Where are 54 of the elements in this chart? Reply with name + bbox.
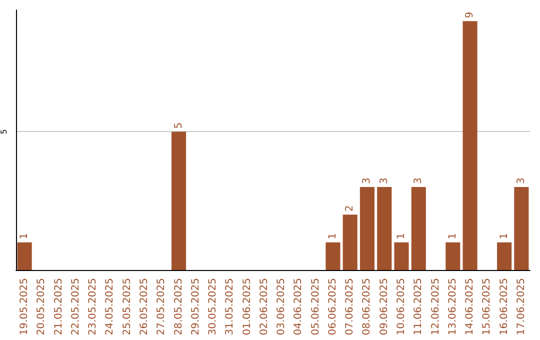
data-label: 9 — [464, 12, 476, 18]
x-tick-label: 08.06.2025 — [362, 278, 373, 336]
x-tick-label: 21.05.2025 — [53, 278, 64, 336]
data-label: 2 — [344, 205, 356, 212]
x-tick-label: 27.05.2025 — [156, 278, 168, 336]
x-tick-label: 22.05.2025 — [70, 278, 82, 336]
x-tick-label: 03.06.2025 — [276, 278, 288, 336]
x-tick-label: 31.05.2025 — [224, 278, 236, 336]
x-tick-label: 02.06.2025 — [258, 278, 270, 336]
x-tick-label: 04.06.2025 — [293, 278, 304, 336]
bar — [377, 187, 392, 270]
bar — [462, 21, 478, 270]
x-tick-label: 17.06.2025 — [516, 278, 527, 336]
x-tick-label: 12.06.2025 — [430, 278, 442, 336]
x-tick-label: 15.06.2025 — [482, 278, 493, 336]
bar — [497, 242, 512, 270]
x-tick-label: 24.05.2025 — [104, 278, 116, 336]
data-label: 3 — [378, 178, 390, 184]
x-tick-label: 20.05.2025 — [36, 278, 48, 336]
x-tick-label: 30.05.2025 — [208, 278, 219, 336]
data-label: 1 — [19, 232, 30, 240]
data-label: 1 — [498, 232, 510, 240]
x-tick-label: 06.06.2025 — [327, 278, 338, 336]
x-tick-label: 29.05.2025 — [190, 278, 202, 336]
x-tick-label: 09.06.2025 — [378, 278, 390, 336]
data-label: 1 — [447, 232, 458, 240]
bar — [411, 187, 426, 270]
bar — [394, 242, 409, 270]
data-label: 3 — [516, 178, 527, 184]
bar — [171, 132, 186, 270]
x-tick-label: 16.06.2025 — [498, 278, 510, 336]
x-tick-label: 05.06.2025 — [310, 278, 322, 336]
x-tick-label: 14.06.2025 — [464, 278, 476, 336]
x-tick-label: 25.05.2025 — [122, 278, 133, 336]
x-tick-label: 07.06.2025 — [344, 278, 356, 336]
data-label: 1 — [396, 232, 407, 240]
data-label: 5 — [173, 122, 184, 129]
x-tick-label: 28.05.2025 — [173, 278, 184, 336]
x-tick-label: 10.06.2025 — [396, 278, 407, 336]
x-tick-label: 13.06.2025 — [447, 278, 458, 336]
bar — [514, 187, 529, 270]
data-label: 3 — [413, 178, 424, 184]
x-tick-label: 01.06.2025 — [242, 278, 253, 336]
x-tick-label: 23.05.2025 — [88, 278, 99, 336]
bar — [360, 187, 375, 270]
x-tick-label: 19.05.2025 — [19, 278, 30, 336]
bar — [17, 242, 32, 270]
x-tick-label: 26.05.2025 — [139, 278, 150, 336]
bar — [326, 242, 340, 270]
bar — [446, 242, 460, 270]
data-label: 1 — [327, 232, 338, 240]
data-label: 3 — [362, 178, 373, 184]
x-tick-label: 11.06.2025 — [413, 278, 424, 336]
bar — [342, 214, 358, 270]
